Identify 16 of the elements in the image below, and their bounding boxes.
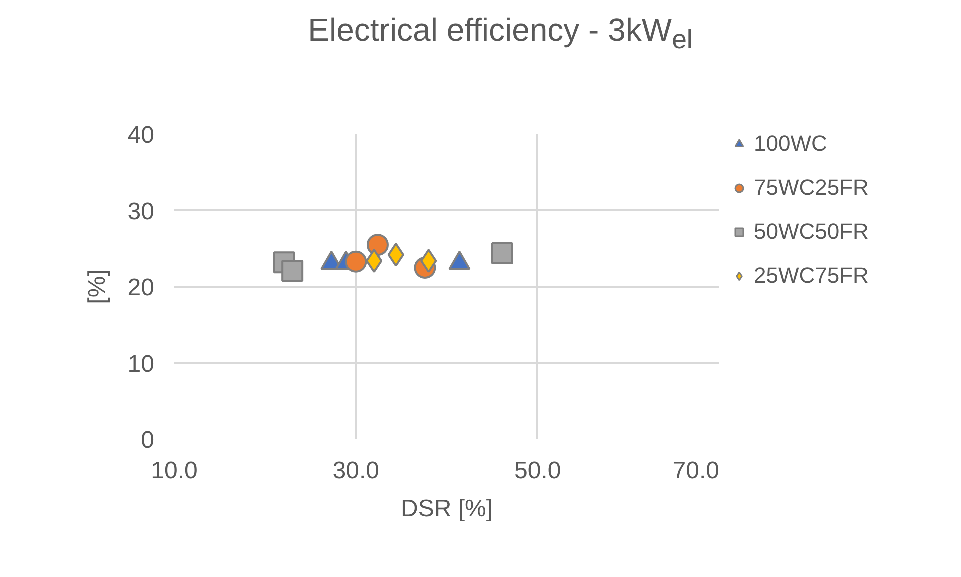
y-tick-label: 20: [128, 274, 155, 302]
x-tick-label: 10.0: [151, 458, 198, 484]
legend-label: 25WC75FR: [754, 263, 869, 289]
legend-label: 100WC: [754, 133, 828, 157]
y-tick-label: 40: [128, 122, 155, 149]
y-tick-label: 10: [128, 350, 155, 378]
legend-label: 50WC50FR: [754, 219, 869, 245]
y-axis-title: [%]: [84, 270, 111, 304]
y-tick-label: 0: [141, 427, 155, 454]
legend-label: 75WC25FR: [754, 175, 869, 201]
x-axis-title: DSR [%]: [400, 496, 494, 522]
x-tick-label: 30.0: [332, 458, 380, 484]
y-tick-label: 30: [128, 198, 155, 226]
x-tick-label: 50.0: [514, 458, 562, 484]
chart-title: Electrical efficiency - 3kW$_{el}$: [308, 11, 693, 56]
x-tick-label: 70.0: [672, 458, 720, 484]
